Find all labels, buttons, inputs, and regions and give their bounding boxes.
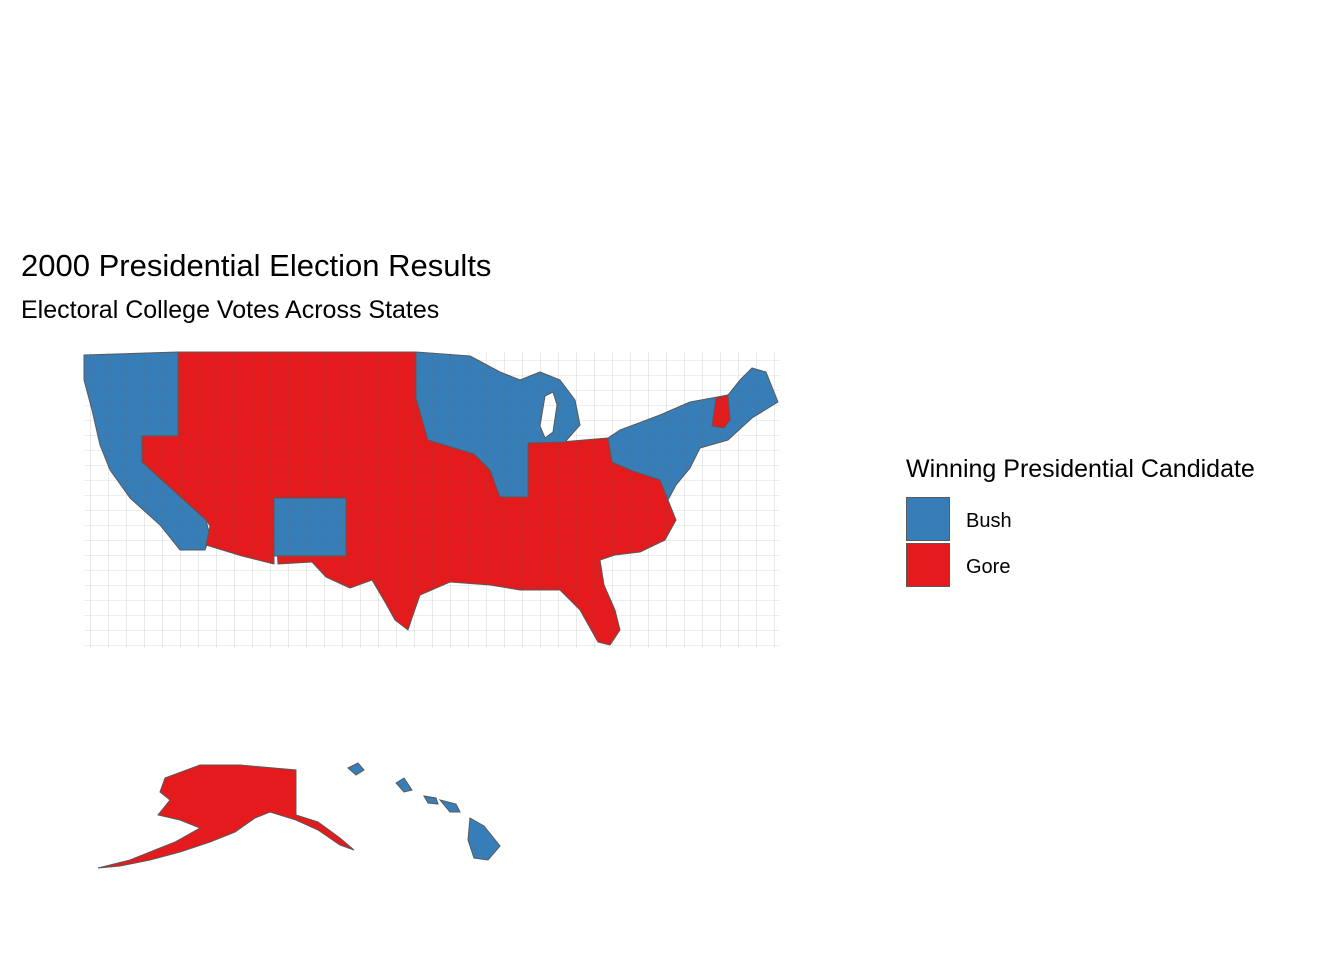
contiguous-states	[83, 351, 780, 648]
map-subtitle: Electoral College Votes Across States	[21, 296, 440, 324]
legend-swatch-bush	[906, 497, 950, 541]
map-title: 2000 Presidential Election Results	[21, 248, 492, 283]
legend-label-gore: Gore	[966, 556, 1011, 578]
legend: Winning Presidential Candidate Bush Gore	[906, 453, 1255, 587]
county-lines	[84, 352, 780, 648]
legend-label-bush: Bush	[966, 510, 1012, 532]
state-alaska	[97, 764, 355, 869]
legend-title: Winning Presidential Candidate	[906, 455, 1255, 483]
legend-swatch-gore	[906, 543, 950, 587]
state-hawaii	[347, 762, 501, 861]
